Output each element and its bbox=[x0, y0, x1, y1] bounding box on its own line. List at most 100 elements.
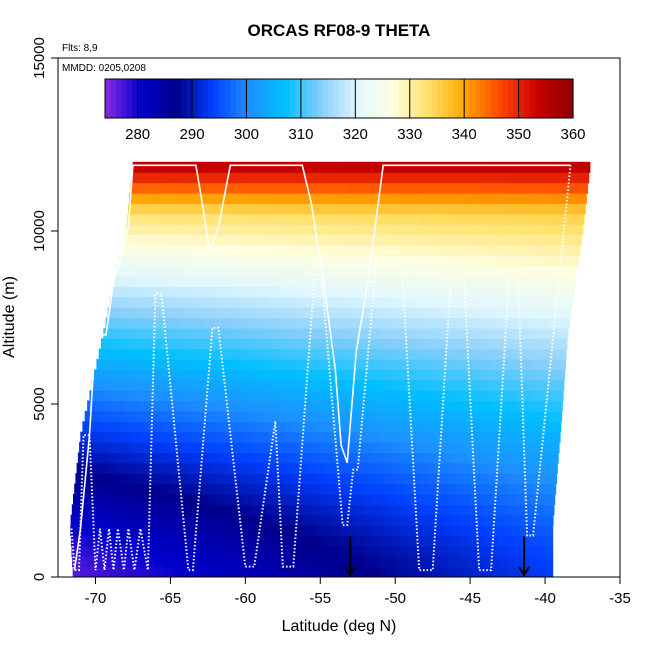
heat-cell bbox=[211, 276, 220, 287]
heat-cell bbox=[203, 244, 212, 256]
heat-cell bbox=[239, 390, 248, 402]
heat-cell bbox=[127, 317, 136, 329]
heat-cell bbox=[193, 255, 202, 267]
heat-cell bbox=[340, 182, 349, 194]
heat-cell bbox=[250, 525, 259, 537]
heat-cell bbox=[86, 504, 95, 516]
heat-cell bbox=[417, 494, 426, 505]
heat-cell bbox=[423, 369, 432, 381]
heat-cell bbox=[457, 203, 466, 215]
heat-cell bbox=[211, 244, 220, 256]
heat-cell bbox=[200, 566, 209, 577]
heat-cell bbox=[273, 234, 282, 246]
heat-cell bbox=[118, 327, 127, 339]
heat-cell bbox=[287, 514, 296, 526]
heat-cell bbox=[323, 244, 332, 256]
heat-cell bbox=[118, 255, 127, 267]
heat-cell bbox=[198, 234, 207, 246]
heat-cell bbox=[160, 234, 169, 246]
heat-cell bbox=[346, 192, 355, 204]
heat-cell bbox=[489, 307, 498, 319]
heat-cell bbox=[400, 452, 409, 464]
heat-cell bbox=[271, 462, 280, 474]
heat-cell bbox=[290, 494, 299, 505]
heat-cell bbox=[169, 442, 178, 454]
heat-cell bbox=[483, 172, 492, 184]
heat-cell bbox=[97, 421, 106, 433]
heat-cell bbox=[352, 421, 361, 433]
heat-cell bbox=[543, 172, 552, 184]
heat-cell bbox=[287, 182, 296, 194]
heat-cell bbox=[273, 442, 282, 454]
heat-cell bbox=[312, 566, 321, 577]
heat-cell bbox=[227, 410, 236, 422]
heat-cell bbox=[243, 369, 252, 381]
heat-cell bbox=[269, 390, 278, 402]
heat-cell bbox=[71, 504, 80, 516]
heat-cell bbox=[161, 442, 170, 454]
heat-cell bbox=[538, 359, 547, 370]
heat-cell bbox=[415, 234, 424, 246]
heat-cell bbox=[298, 359, 307, 370]
heat-cell bbox=[99, 379, 108, 391]
heat-cell bbox=[314, 390, 323, 402]
heat-cell bbox=[168, 514, 177, 526]
heat-cell bbox=[95, 431, 104, 443]
heat-cell bbox=[296, 369, 305, 381]
heat-cell bbox=[355, 535, 364, 547]
heat-cell bbox=[386, 442, 395, 454]
heat-cell bbox=[188, 276, 197, 287]
heat-cell bbox=[162, 400, 171, 412]
heat-cell bbox=[385, 338, 394, 350]
heat-cell bbox=[229, 556, 238, 568]
heat-cell bbox=[301, 276, 310, 287]
heat-cell bbox=[261, 213, 270, 225]
heat-cell bbox=[199, 400, 208, 412]
heat-cell bbox=[458, 379, 467, 391]
heat-cell bbox=[356, 442, 365, 454]
heat-cell bbox=[300, 473, 309, 485]
heat-cell bbox=[228, 514, 237, 526]
heat-cell bbox=[164, 421, 173, 433]
heat-cell bbox=[497, 525, 506, 537]
heat-cell bbox=[477, 431, 486, 443]
heat-cell bbox=[228, 369, 237, 381]
heat-cell bbox=[200, 161, 209, 173]
heat-cell bbox=[316, 462, 325, 474]
heat-cell bbox=[157, 421, 166, 433]
heat-cell bbox=[580, 234, 582, 246]
heat-cell bbox=[382, 203, 391, 215]
heat-cell bbox=[187, 421, 196, 433]
heat-cell bbox=[176, 545, 185, 557]
heat-cell bbox=[340, 452, 349, 464]
heat-cell bbox=[343, 255, 352, 267]
heat-cell bbox=[296, 265, 305, 277]
heat-cell bbox=[511, 192, 520, 204]
heat-cell bbox=[103, 359, 112, 370]
heat-cell bbox=[348, 369, 357, 381]
heat-cell bbox=[374, 286, 383, 298]
heat-cell bbox=[361, 348, 370, 360]
heat-cell bbox=[258, 338, 267, 350]
heat-cell bbox=[281, 172, 290, 184]
heat-cell bbox=[289, 400, 298, 412]
heat-cell bbox=[229, 504, 238, 516]
heat-cell bbox=[177, 431, 186, 443]
heat-cell bbox=[421, 462, 430, 474]
heat-cell bbox=[213, 514, 222, 526]
heat-cell bbox=[184, 172, 193, 184]
heat-cell bbox=[259, 556, 268, 568]
heat-cell bbox=[316, 276, 325, 287]
heat-cell bbox=[422, 307, 431, 319]
heat-cell bbox=[438, 172, 447, 184]
heat-cell bbox=[342, 161, 351, 173]
heat-cell bbox=[278, 244, 287, 256]
heat-cell bbox=[346, 348, 355, 360]
heat-cell bbox=[110, 431, 119, 443]
heat-cell bbox=[502, 421, 511, 433]
heat-cell bbox=[561, 286, 570, 298]
colorbar-segment bbox=[360, 79, 367, 118]
heat-cell bbox=[444, 307, 453, 319]
heat-cell bbox=[235, 525, 244, 537]
heat-cell bbox=[461, 545, 470, 557]
